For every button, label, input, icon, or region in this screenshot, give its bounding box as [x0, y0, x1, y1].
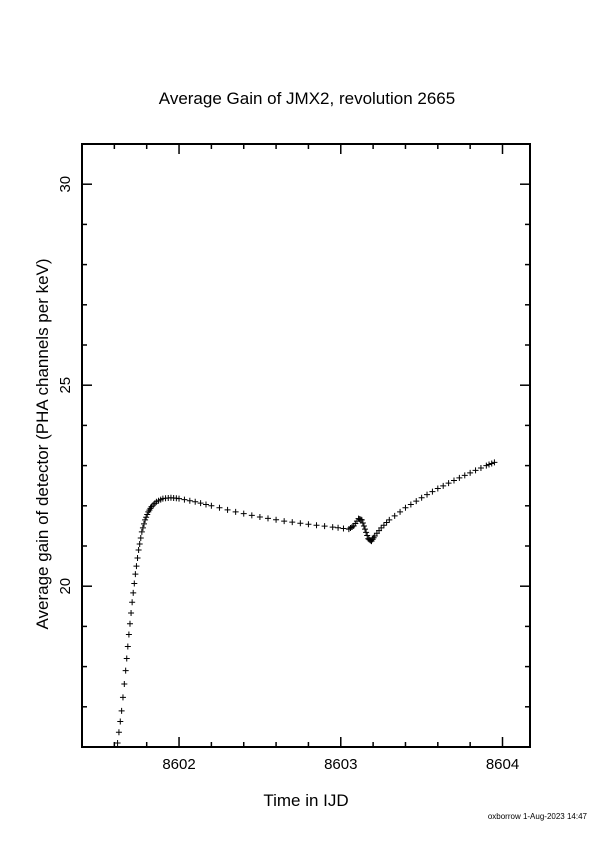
data-point: [118, 707, 125, 714]
data-point: [362, 526, 369, 533]
footer-stamp: oxborrow 1-Aug-2023 14:47: [488, 812, 588, 821]
data-point: [383, 519, 390, 526]
data-point: [125, 631, 132, 638]
x-axis-label: Time in IJD: [263, 791, 348, 810]
data-point: [115, 729, 122, 736]
x-tick-label: 8604: [486, 756, 519, 773]
data-point: [335, 524, 342, 531]
data-point: [122, 667, 129, 674]
data-point: [136, 540, 143, 547]
data-point: [240, 510, 247, 517]
data-point: [181, 496, 188, 503]
data-point: [186, 497, 193, 504]
data-point: [305, 521, 312, 528]
data-point: [380, 522, 387, 529]
data-point: [297, 520, 304, 527]
data-point: [256, 514, 263, 521]
data-point: [126, 620, 133, 627]
data-point: [123, 655, 130, 662]
data-point: [137, 534, 144, 541]
data-point: [402, 504, 409, 511]
data-point: [124, 643, 131, 650]
data-point: [477, 465, 484, 472]
data-point: [358, 516, 365, 523]
data-point: [321, 523, 328, 530]
data-point: [378, 524, 385, 531]
data-point: [224, 506, 231, 513]
data-point: [176, 495, 183, 502]
data-point: [134, 555, 141, 562]
data-point: [129, 599, 136, 606]
data-point: [192, 498, 199, 505]
data-point: [461, 472, 468, 479]
data-point: [117, 718, 124, 725]
data-point: [391, 512, 398, 519]
data-point: [202, 501, 209, 508]
data-point: [486, 461, 493, 468]
data-point: [131, 580, 138, 587]
chart-title: Average Gain of JMX2, revolution 2665: [159, 89, 455, 108]
data-point: [248, 512, 255, 519]
plot-frame: [81, 143, 531, 748]
y-tick-label: 30: [57, 176, 74, 193]
data-point: [143, 514, 150, 521]
data-point: [140, 520, 147, 527]
y-axis-label: Average gain of detector (PHA channels p…: [33, 258, 52, 629]
data-point: [281, 518, 288, 525]
data-point: [386, 516, 393, 523]
data-point: [142, 516, 149, 523]
data-point: [472, 467, 479, 474]
data-point: [340, 525, 347, 532]
data-point: [363, 529, 370, 536]
data-point: [483, 462, 490, 469]
data-point: [440, 482, 447, 489]
data-point: [491, 459, 498, 466]
data-point: [138, 528, 145, 535]
data-point: [144, 511, 151, 518]
data-point: [232, 508, 239, 515]
data-point: [139, 524, 146, 531]
data-point: [424, 491, 431, 498]
y-tick-label: 25: [57, 377, 74, 394]
data-point: [135, 547, 142, 554]
data-point: [397, 508, 404, 515]
data-point: [467, 469, 474, 476]
data-point: [289, 519, 296, 526]
x-tick-label: 8603: [324, 756, 357, 773]
data-point: [329, 524, 336, 531]
data-point: [418, 494, 425, 501]
data-point: [114, 739, 121, 746]
data-point: [450, 477, 457, 484]
data-point: [488, 460, 495, 467]
data-point: [264, 515, 271, 522]
ticks-layer: 8602 8603 8604 20 25 30: [57, 143, 530, 773]
data-point: [132, 571, 139, 578]
data-point: [119, 694, 126, 701]
data-point: [208, 502, 215, 509]
data-point: [313, 522, 320, 529]
data-point: [445, 480, 452, 487]
data-point: [128, 610, 135, 616]
data-point: [429, 488, 436, 495]
data-point: [216, 504, 223, 511]
data-point: [413, 498, 420, 505]
data-layer: [114, 459, 498, 746]
data-point: [197, 500, 204, 507]
y-tick-label: 20: [57, 578, 74, 595]
data-point: [360, 523, 367, 530]
data-point: [359, 519, 366, 526]
data-point: [434, 485, 441, 492]
data-point: [130, 589, 137, 596]
data-point: [364, 532, 371, 539]
data-point: [121, 681, 128, 688]
x-tick-label: 8602: [162, 756, 195, 773]
data-point: [273, 516, 280, 523]
data-point: [133, 563, 140, 570]
data-point: [456, 474, 463, 481]
data-point: [407, 501, 414, 508]
